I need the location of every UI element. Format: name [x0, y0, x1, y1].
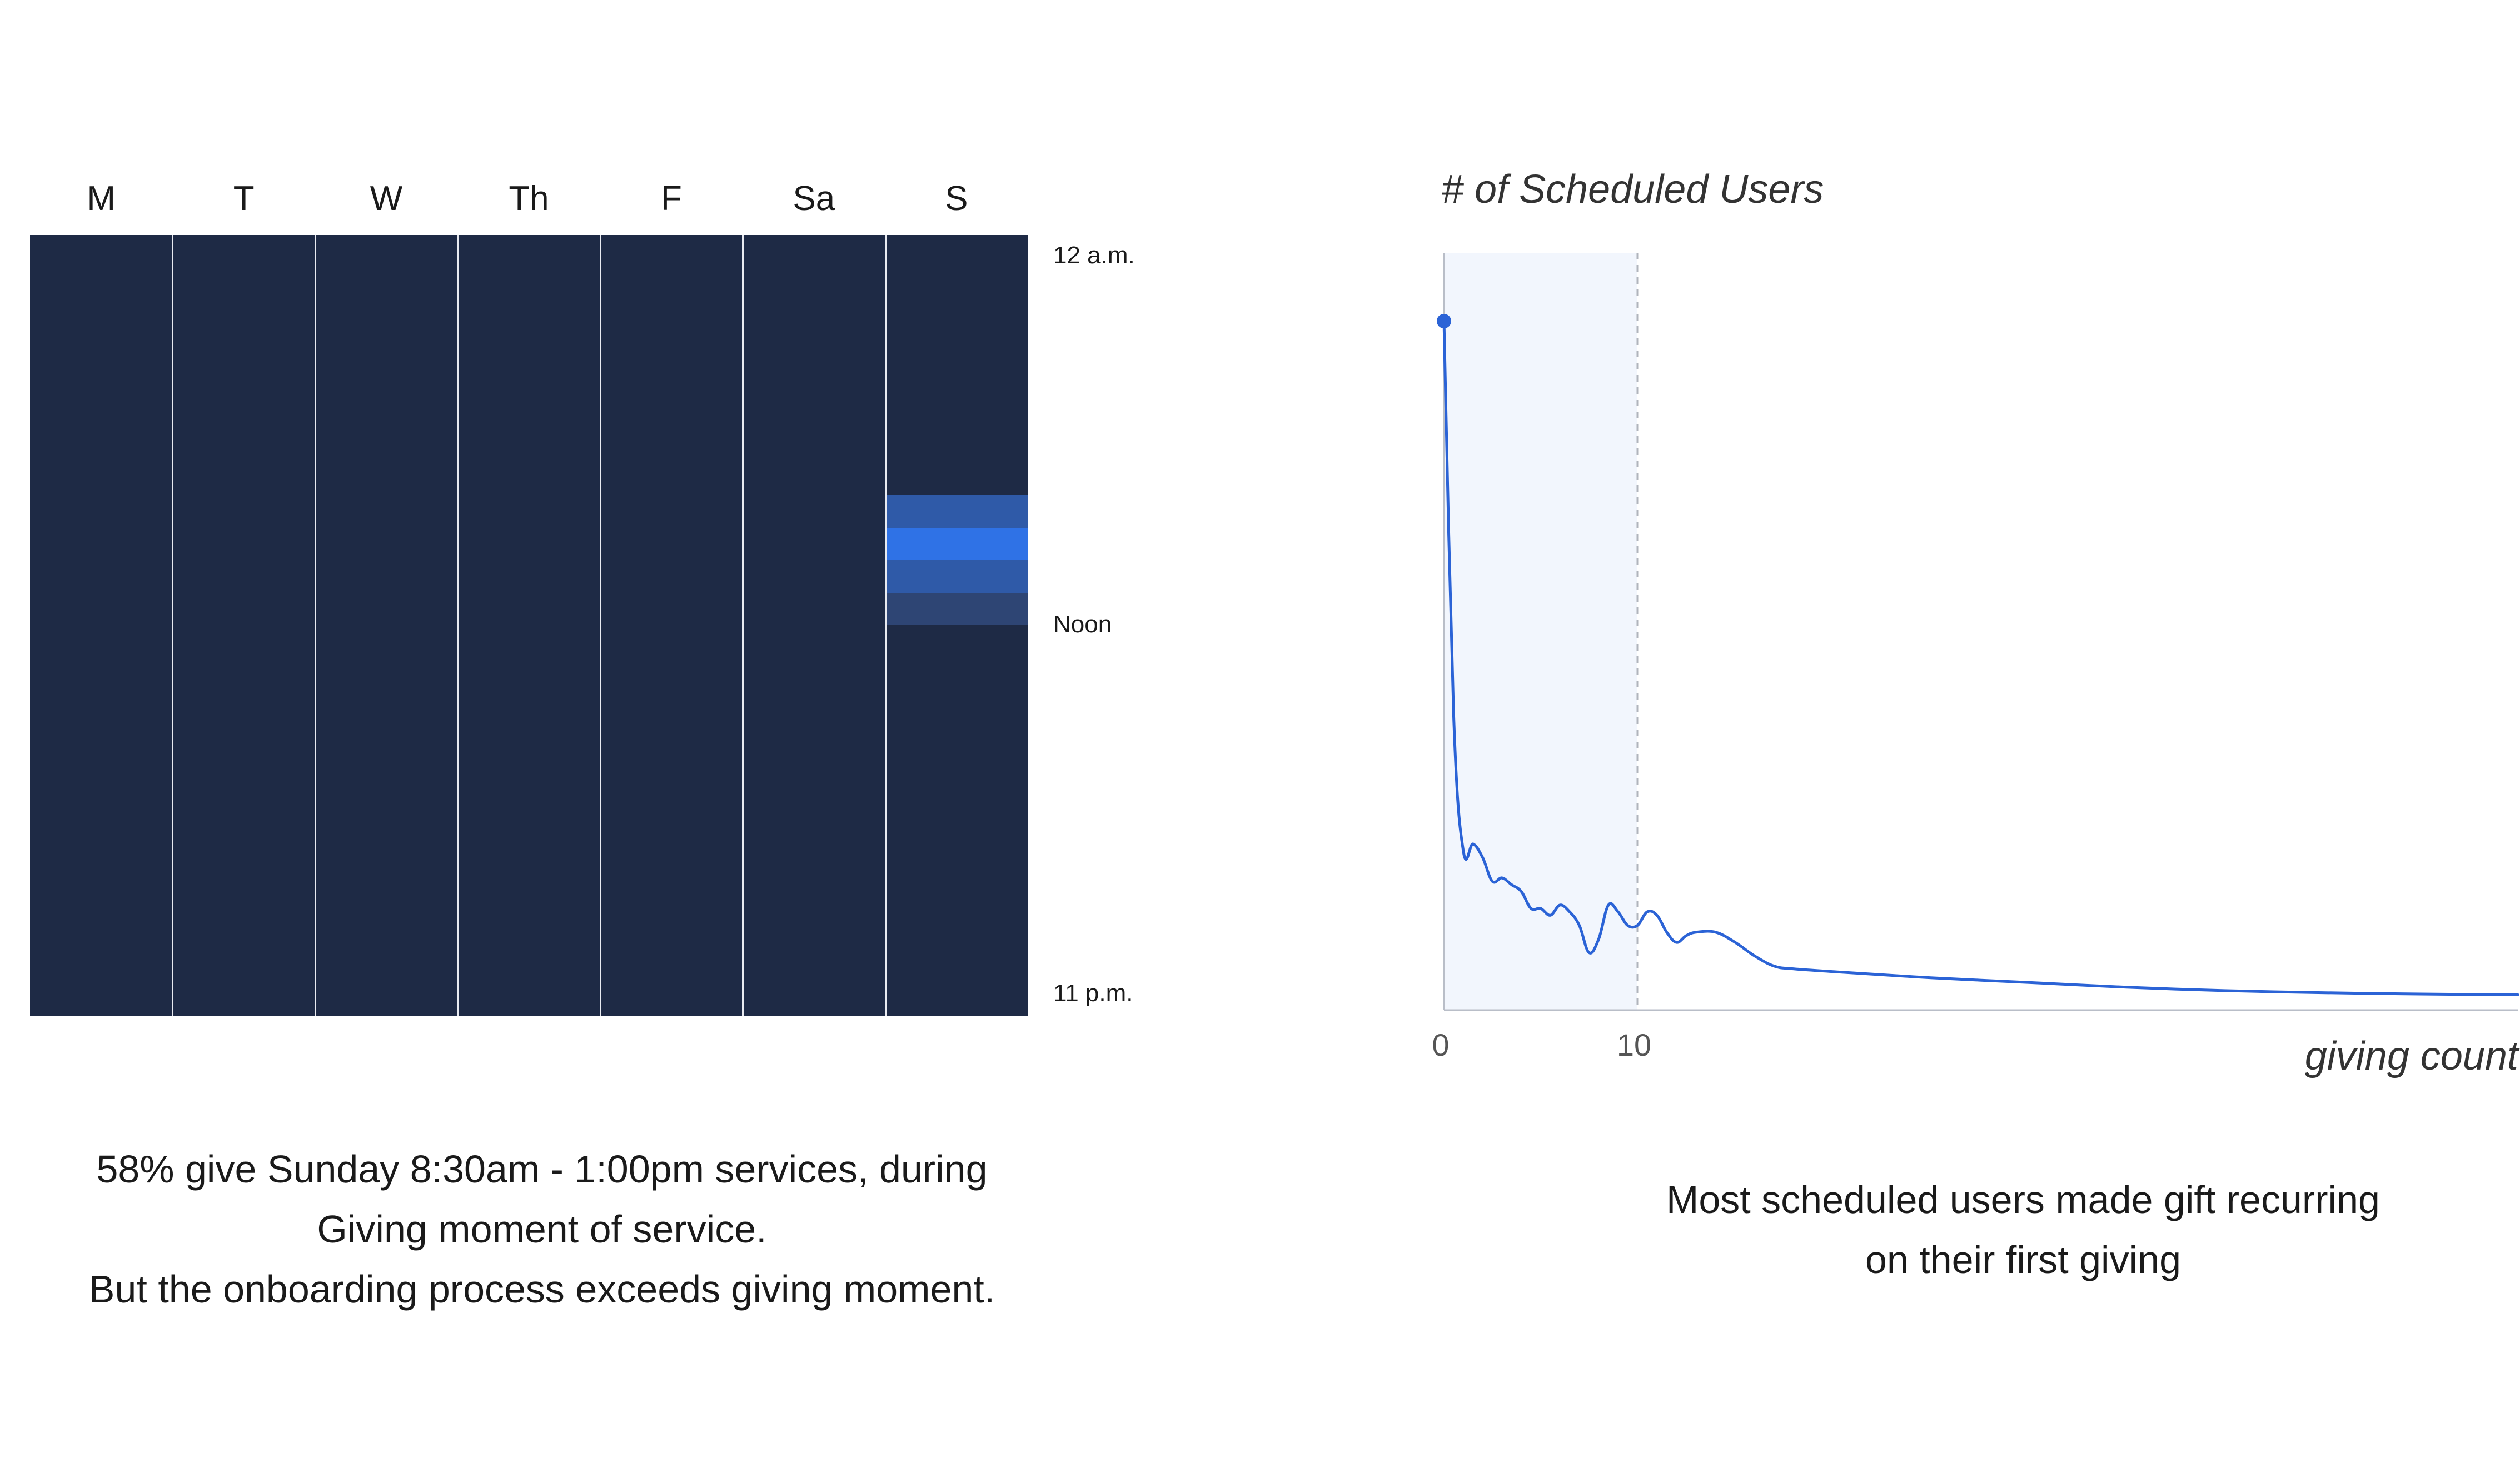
- scheduled-users-chart: 0 10 # of Scheduled Users giving count: [1334, 0, 2520, 1111]
- x-axis-label: giving count: [2305, 1034, 2520, 1078]
- chart-title: # of Scheduled Users: [1441, 167, 1824, 212]
- heatmap-cell-s-8: [885, 495, 1028, 528]
- heatmap-cell-s-9: [885, 527, 1028, 561]
- day-label-f: F: [660, 179, 682, 218]
- x-tick-label-10: 10: [1617, 1027, 1651, 1062]
- first-ten-gifts-highlight: [1444, 253, 1637, 1010]
- day-label-m: M: [87, 179, 116, 218]
- day-divider: [172, 235, 174, 1016]
- heatmap-cell-s-10: [885, 560, 1028, 593]
- day-divider: [314, 235, 316, 1016]
- day-divider: [742, 235, 744, 1016]
- heatmap-base: [30, 235, 1028, 1016]
- start-point: [1437, 314, 1451, 328]
- heatmap-cell-s-11: [885, 592, 1028, 626]
- caption-left: 58% give Sunday 8:30am - 1:00pm services…: [14, 1139, 1070, 1319]
- day-divider: [457, 235, 459, 1016]
- hour-label-11pm: 11 p.m.: [1053, 980, 1133, 1007]
- day-label-w: W: [370, 179, 403, 218]
- line-chart-svg: 0 10 # of Scheduled Users giving count: [1432, 167, 2520, 1078]
- caption-left-line-2: Giving moment of service.: [317, 1207, 767, 1251]
- hour-label-noon: Noon: [1053, 611, 1112, 638]
- caption-left-line-3: But the onboarding process exceeds givin…: [88, 1267, 995, 1311]
- day-label-t: T: [233, 179, 255, 218]
- x-tick-label-0: 0: [1432, 1027, 1449, 1062]
- day-label-sa: Sa: [793, 179, 835, 218]
- caption-right-line-1: Most scheduled users made gift recurring: [1666, 1178, 2380, 1221]
- hour-label-midnight: 12 a.m.: [1053, 242, 1135, 269]
- caption-left-line-1: 58% give Sunday 8:30am - 1:00pm services…: [96, 1147, 988, 1191]
- day-label-th: Th: [509, 179, 549, 218]
- day-divider: [884, 235, 887, 1016]
- caption-right-line-2: on their first giving: [1865, 1238, 2182, 1281]
- x-tick-labels: 0 10: [1432, 1027, 1651, 1062]
- series-line: [1442, 319, 2519, 996]
- day-divider: [599, 235, 601, 1016]
- day-label-s: S: [945, 179, 968, 218]
- weekly-giving-heatmap: M T W Th F Sa S 12 a.m. Noon 11 p.m.: [0, 0, 1212, 1056]
- caption-right: Most scheduled users made gift recurring…: [1523, 1170, 2520, 1290]
